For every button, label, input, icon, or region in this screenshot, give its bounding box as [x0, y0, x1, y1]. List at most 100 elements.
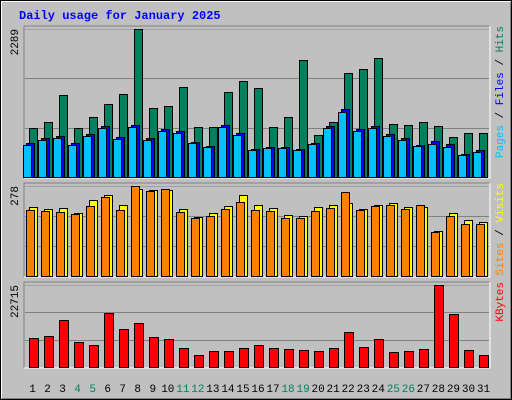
y-tick-label: 22715 — [10, 285, 22, 318]
bar — [113, 139, 122, 178]
bar — [248, 150, 257, 178]
bar — [44, 336, 54, 368]
bar — [368, 128, 377, 178]
chart-title: Daily usage for January 2025 — [19, 9, 221, 23]
legend-separator: / — [495, 223, 507, 243]
bar — [458, 155, 467, 178]
x-tick-label: 7 — [119, 384, 126, 396]
bar — [98, 128, 107, 178]
bar — [416, 205, 425, 277]
bar — [323, 128, 332, 178]
bar — [329, 348, 339, 368]
bar — [86, 206, 95, 277]
bar — [104, 313, 114, 368]
legend-separator: / — [495, 105, 507, 125]
bar — [146, 191, 155, 277]
bar — [428, 144, 437, 178]
legend-entry: Files — [495, 72, 507, 105]
legend: KBytes — [495, 282, 507, 322]
bar — [29, 338, 39, 368]
bar — [389, 352, 399, 368]
x-tick-label: 26 — [402, 384, 415, 396]
bar — [284, 349, 294, 368]
bar — [218, 127, 227, 178]
bar — [224, 351, 234, 368]
bar — [356, 210, 365, 277]
bar — [431, 232, 440, 277]
bar — [266, 211, 275, 277]
bar — [404, 351, 414, 368]
legend: Pages / Files / Hits — [495, 26, 507, 158]
bar — [176, 212, 185, 277]
bar — [254, 345, 264, 368]
x-tick-label: 3 — [59, 384, 66, 396]
bar — [83, 136, 92, 178]
bar — [119, 329, 129, 368]
x-tick-label: 31 — [477, 384, 491, 396]
bar — [281, 218, 290, 277]
x-tick-label: 17 — [266, 384, 279, 396]
bar — [293, 150, 302, 178]
x-tick-label: 22 — [342, 384, 355, 396]
x-tick-label: 5 — [89, 384, 96, 396]
x-tick-label: 29 — [447, 384, 460, 396]
bar — [269, 348, 279, 368]
bar — [23, 145, 32, 178]
x-tick-label: 13 — [206, 384, 219, 396]
x-tick-label: 8 — [134, 384, 141, 396]
bar — [344, 332, 354, 368]
bar — [263, 148, 272, 178]
x-tick-label: 1 — [29, 384, 36, 396]
bar — [38, 140, 47, 178]
bar — [71, 214, 80, 277]
x-tick-label: 19 — [296, 384, 309, 396]
bar — [299, 350, 309, 368]
bar — [41, 211, 50, 277]
bar — [101, 197, 110, 277]
bar — [419, 349, 429, 368]
bar — [236, 202, 245, 277]
x-tick-label: 6 — [104, 384, 111, 396]
bar — [179, 348, 189, 368]
bar — [314, 351, 324, 368]
bar — [131, 186, 140, 277]
bar — [149, 337, 159, 368]
plot-border-dark — [23, 25, 490, 178]
legend-entry: Hits — [495, 26, 507, 52]
x-tick-label: 4 — [74, 384, 81, 396]
bar — [68, 145, 77, 178]
bar — [479, 355, 489, 368]
plot-border-dark — [23, 281, 490, 368]
bar — [308, 144, 317, 178]
bar — [56, 212, 65, 277]
legend-entry: KBytes — [495, 282, 507, 322]
x-tick-label: 30 — [462, 384, 475, 396]
bar — [143, 140, 152, 178]
bar — [173, 133, 182, 178]
x-tick-label: 28 — [432, 384, 445, 396]
bar — [158, 131, 167, 178]
bar — [221, 209, 230, 277]
bar — [161, 189, 170, 277]
bar — [338, 112, 347, 178]
bar — [446, 216, 455, 277]
y-tick-label: 2289 — [10, 29, 22, 55]
x-tick-label: 14 — [221, 384, 235, 396]
x-tick-label: 23 — [357, 384, 370, 396]
bar — [359, 347, 369, 368]
x-tick-label: 16 — [251, 384, 264, 396]
bar — [341, 192, 350, 277]
x-tick-label: 27 — [417, 384, 430, 396]
bar — [26, 210, 35, 277]
y-tick-label: 278 — [10, 186, 22, 206]
bar — [74, 342, 84, 368]
legend-separator: / — [495, 52, 507, 72]
bar — [398, 140, 407, 178]
bar — [206, 216, 215, 277]
bar — [128, 127, 137, 178]
bar — [116, 210, 125, 277]
